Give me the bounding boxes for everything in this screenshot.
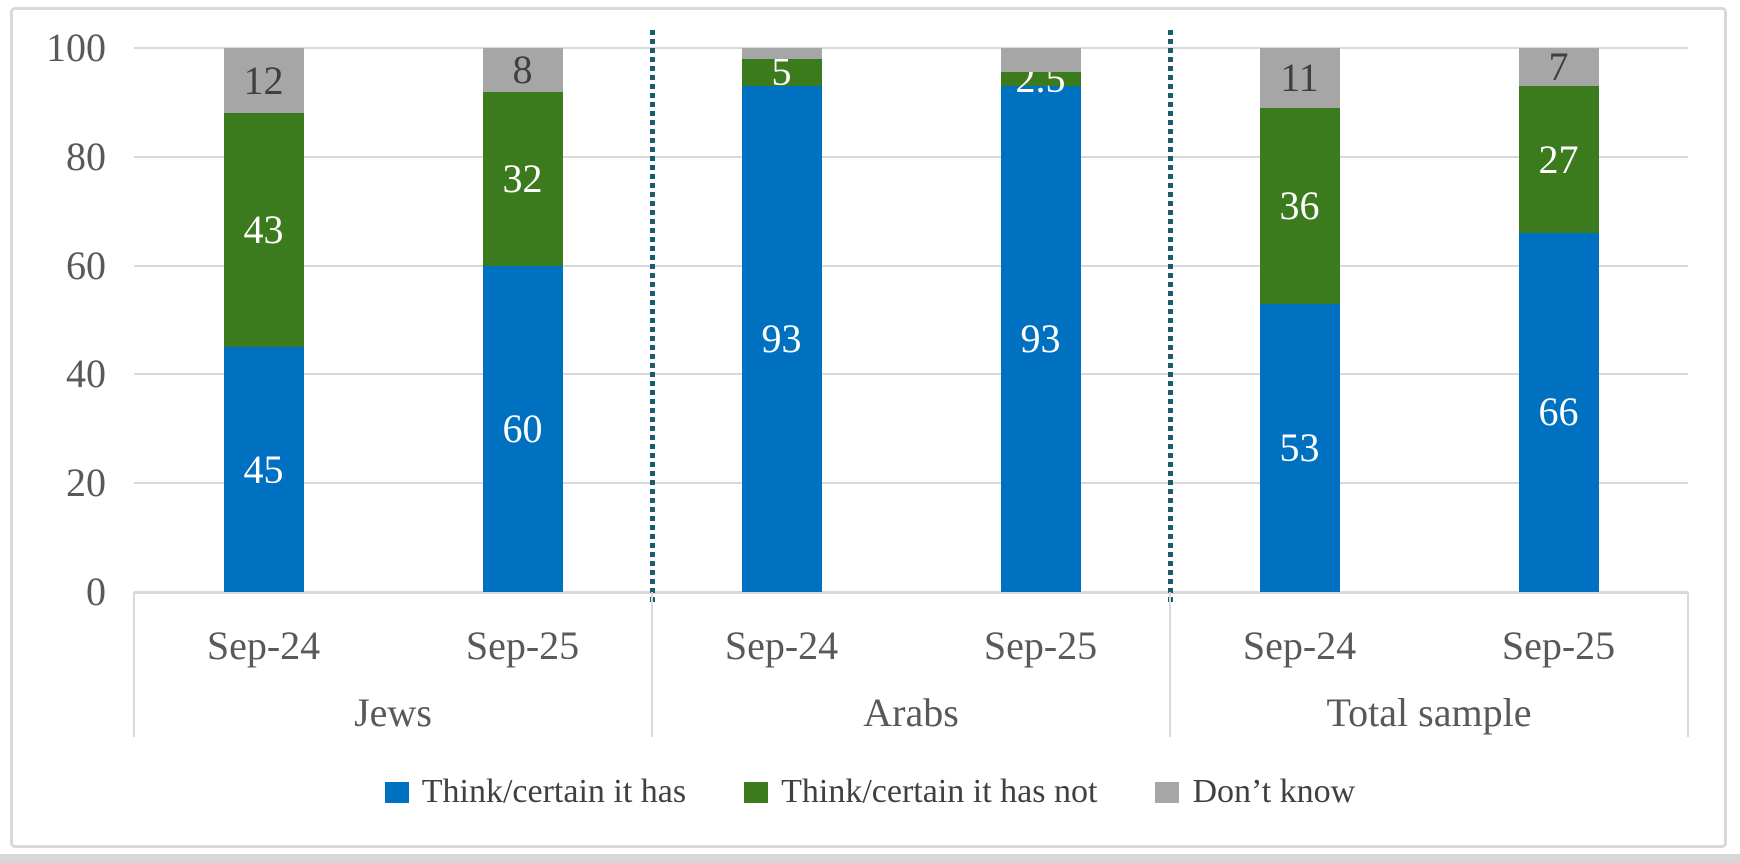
y-tick-label: 80 <box>66 133 106 179</box>
axis-table-border <box>1169 592 1171 737</box>
legend-swatch-icon <box>1155 781 1180 803</box>
category-label: Sep-25 <box>983 623 1098 668</box>
bar-segment <box>1259 303 1340 592</box>
legend-item: Don’t know <box>1155 772 1355 812</box>
bar-data-label: 66 <box>1538 389 1579 435</box>
y-tick-label: 40 <box>66 351 106 397</box>
y-tick-label: 0 <box>86 569 106 614</box>
bar-segment <box>1000 48 1081 73</box>
y-tick-label: 100 <box>46 25 106 70</box>
bar-segment <box>1518 48 1599 87</box>
category-label: Sep-24 <box>1242 623 1357 668</box>
bar-data-label: 93 <box>1020 316 1061 362</box>
bar-segment <box>482 91 563 266</box>
category-label: Sep-25 <box>1501 623 1616 668</box>
bar-data-label: 8 <box>512 46 533 92</box>
gridline <box>134 264 1688 267</box>
axis-table-border <box>651 592 653 737</box>
bar-segment <box>741 86 822 592</box>
legend-swatch-icon <box>384 781 409 803</box>
bar-segment <box>482 265 563 592</box>
bar-segment <box>1518 232 1599 592</box>
category-label: Sep-25 <box>465 623 580 668</box>
bar-segment <box>482 48 563 92</box>
group-label: Jews <box>354 690 432 735</box>
bar-data-label: 43 <box>243 207 284 253</box>
category-label: Sep-24 <box>724 623 839 668</box>
bar-segment <box>1000 86 1081 592</box>
category-label: Sep-24 <box>206 623 321 668</box>
bar-segment <box>1518 86 1599 233</box>
legend-item: Think/certain it has not <box>744 772 1097 812</box>
bar-segment <box>741 58 822 87</box>
legend-label: Think/certain it has <box>421 773 687 810</box>
bar-data-label: 32 <box>502 155 543 201</box>
gridline <box>134 482 1688 485</box>
gridline <box>134 373 1688 376</box>
gridline <box>134 155 1688 158</box>
group-label: Arabs <box>863 690 959 735</box>
bar-segment <box>223 347 304 592</box>
bar-segment <box>1259 48 1340 108</box>
bar-segment <box>1259 107 1340 304</box>
bar-data-label: 60 <box>502 405 543 451</box>
bar-data-label: 11 <box>1280 54 1319 100</box>
page-edge-strip <box>0 854 1740 863</box>
axis-table-border <box>133 592 135 737</box>
bar-data-label: 53 <box>1279 424 1320 470</box>
group-separator-dotted-line <box>649 30 655 604</box>
bar-data-label: 12 <box>243 57 284 103</box>
bar-segment <box>1000 72 1081 87</box>
legend-item: Think/certain it has <box>384 772 687 812</box>
legend-label: Don’t know <box>1192 773 1356 810</box>
legend-label: Think/certain it has not <box>781 773 1098 810</box>
group-separator-dotted-line <box>1167 30 1173 604</box>
gridline <box>134 47 1688 49</box>
legend: Think/certain it has Think/certain it has… <box>0 772 1740 812</box>
x-axis-line <box>134 591 1688 594</box>
bar-data-label: 36 <box>1279 182 1320 228</box>
bar-data-label: 5 <box>771 49 792 95</box>
legend-swatch-icon <box>744 781 769 803</box>
bar-segment <box>223 48 304 114</box>
bar-data-label: 27 <box>1538 136 1579 182</box>
bar-data-label: 45 <box>243 446 284 492</box>
y-tick-label: 60 <box>66 242 106 288</box>
bar-segment <box>741 48 822 59</box>
y-tick-label: 20 <box>66 460 106 506</box>
group-label: Total sample <box>1326 690 1532 735</box>
bar-data-label: 93 <box>761 316 802 362</box>
bar-data-label: 7 <box>1548 44 1569 90</box>
axis-table-border <box>1687 592 1689 737</box>
bar-segment <box>223 113 304 348</box>
